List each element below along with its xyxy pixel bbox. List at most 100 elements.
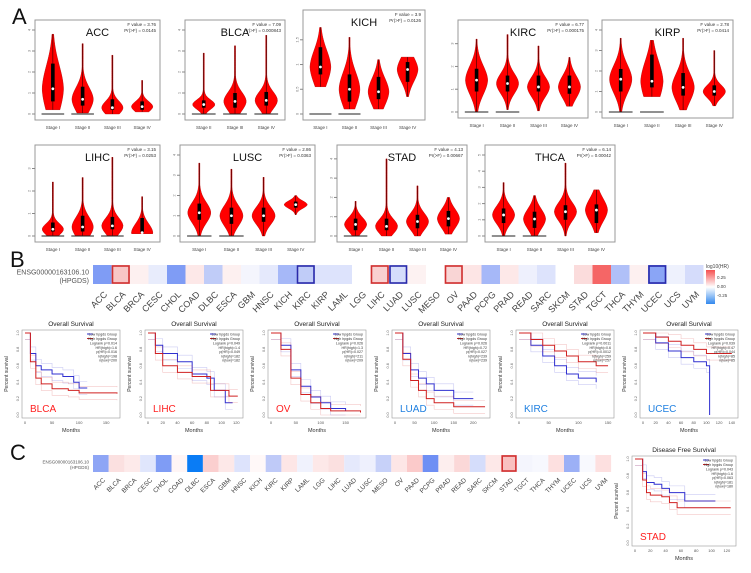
cancer-title: KICH — [351, 17, 377, 29]
cancer-label: MESO — [371, 477, 389, 495]
km-stat: HR(high)=0.47 — [712, 346, 735, 350]
median-point — [51, 87, 55, 91]
heatmap-cell-ucs — [579, 455, 596, 472]
y-tick-label: 0.4 — [16, 380, 20, 385]
x-tick-label: 0 — [642, 420, 645, 425]
stage-label: Stage II — [644, 123, 660, 128]
f-value: F value = 2.78 — [700, 22, 729, 27]
median-point — [568, 85, 571, 89]
y-tick-label: 0.8 — [16, 347, 20, 352]
x-tick-label: 50 — [50, 420, 55, 425]
y-tick-label: 3 — [177, 49, 182, 52]
y-tick-label: 2 — [177, 70, 182, 73]
cancer-label: UCEC — [648, 404, 676, 415]
significant-highlight — [111, 265, 130, 284]
violin-plot-kirc-svg: 0 1 2 3 Stage I Stage II Stage III Stage IV KIRC… — [450, 19, 589, 128]
violin-plot-lusc-svg: 0 1 2 3 4 Stage I Stage II Stage III Stage IV LUS… — [172, 144, 316, 252]
y-tick-label: 0.8 — [139, 347, 143, 352]
median-point — [202, 103, 206, 106]
high-expression-curve — [635, 458, 731, 509]
x-tick-label: 0 — [147, 420, 150, 425]
km-dfs-svg: Disease Free Survival 0.0 0.2 0.4 0.6 0.8 1.0 0… — [614, 447, 737, 562]
cancer-label: KIRC — [290, 289, 313, 312]
cancer-label: THCA — [529, 477, 547, 495]
heatmap-cell-chol — [155, 455, 172, 472]
cancer-label: UCEC — [560, 477, 578, 495]
y-tick-label: 0 — [27, 234, 32, 237]
confidence-band — [519, 339, 609, 373]
y-tick-label: 0.6 — [262, 363, 266, 368]
km-stat: n(low)=85 — [719, 359, 735, 363]
heatmap-cell-tgct — [516, 455, 533, 472]
y-tick-label: 0 — [172, 234, 177, 237]
heatmap-cell-hnsc — [234, 455, 250, 472]
low-expression-curve — [519, 332, 597, 383]
significant-highlight — [296, 265, 315, 284]
violin-plot-kich-svg: 0 0.5 1 1.5 Stage I Stage II Stage III Stage IV… — [295, 9, 426, 130]
gene-symbol-label: (HPGDS) — [70, 465, 90, 470]
violin-plot-lihc: 0 1 2 3 Stage I Stage II Stage III Stage IV LIHC… — [19, 143, 162, 256]
cancer-label: BRCA — [121, 476, 139, 494]
legend-high: High hpgds Group — [211, 337, 240, 341]
km-plot-kirc-svg: Overall Survival 0.0 0.2 0.4 0.6 0.8 1.0 0 50 100… — [498, 321, 615, 434]
y-tick-label: 0.0 — [626, 540, 630, 545]
y-tick-label: 2 — [27, 189, 32, 192]
y-tick-label: 3 — [477, 186, 482, 189]
violin-plot-acc: 0 1 2 3 4 Stage I Stage II Stage III Stage IV ACC… — [19, 18, 162, 134]
heatmap-cell-pcpg — [422, 455, 439, 472]
stage-label: Stage II — [224, 247, 240, 252]
heatmap-cell-acc — [93, 455, 109, 472]
y-tick-label: 1 — [477, 218, 482, 221]
cancer-title: ACC — [86, 27, 109, 39]
km-plot-ucec-svg: Overall Survival 0.0 0.2 0.4 0.6 0.8 1.0 0 20 40 6… — [622, 321, 739, 434]
median-point — [506, 82, 509, 85]
y-tick-label: 0 — [295, 112, 300, 115]
km-stat: Logrank p=0.039 — [708, 342, 735, 346]
y-tick-label: 0.0 — [634, 412, 638, 417]
median-point — [140, 231, 144, 235]
heatmap-cell-dlbc — [187, 455, 203, 472]
plot-frame — [631, 455, 737, 547]
heatmap-cell-meso — [375, 455, 392, 472]
gene-symbol-label: (HPGDS) — [59, 278, 89, 285]
median-point — [377, 90, 380, 94]
legend-tick: -0.25 — [717, 293, 728, 298]
iqr-box — [110, 216, 115, 230]
y-tick-label: 2 — [27, 70, 32, 73]
survival-title: Overall Survival — [666, 321, 712, 328]
confidence-band — [635, 458, 731, 502]
y-tick-label: 0.8 — [634, 347, 638, 352]
y-tick-label: 0.0 — [262, 412, 266, 417]
y-tick-label: 0.6 — [510, 363, 514, 368]
heatmap-cell-luad — [344, 455, 360, 472]
confidence-band — [148, 339, 238, 403]
x-tick-label: 150 — [605, 420, 612, 425]
stage-label: Stage IV — [588, 247, 605, 252]
y-tick-label: 0.4 — [626, 507, 630, 512]
y-tick-label: 4 — [594, 28, 599, 31]
heatmap-cell-uvm — [685, 265, 704, 284]
x-tick-label: 150 — [103, 420, 110, 425]
y-tick-label: 0.8 — [510, 347, 514, 352]
x-tick-label: 140 — [728, 420, 735, 425]
violin-plot-blca: 0 1 2 3 4 Stage II Stage III Stage IV BLCA F valu… — [169, 18, 287, 134]
high-expression-curve — [395, 332, 486, 408]
legend-low: Low hpgds Group — [459, 333, 487, 337]
stage-label: Stage III — [530, 123, 547, 128]
panel-label-b: B — [10, 247, 25, 272]
median-point — [140, 105, 144, 109]
pr-value: Pr(>F) = 0.0253 — [124, 153, 156, 158]
km-stat: HR(high)=1.3 — [342, 346, 363, 350]
pr-value: Pr(>F) = 0.000843 — [244, 28, 281, 33]
x-tick-label: 80 — [692, 420, 697, 425]
cancer-label: DLBC — [184, 477, 201, 494]
survival-title: Overall Survival — [418, 321, 464, 328]
x-axis-label: Months — [185, 428, 203, 434]
legend-low: Low hpgds Group — [212, 333, 240, 337]
y-tick-label: 2 — [172, 194, 177, 197]
heatmap-cell-meso — [426, 265, 445, 284]
stage-label: Stage IV — [287, 247, 304, 252]
cancer-label: PAAD — [404, 477, 421, 494]
x-tick-label: 120 — [716, 420, 723, 425]
